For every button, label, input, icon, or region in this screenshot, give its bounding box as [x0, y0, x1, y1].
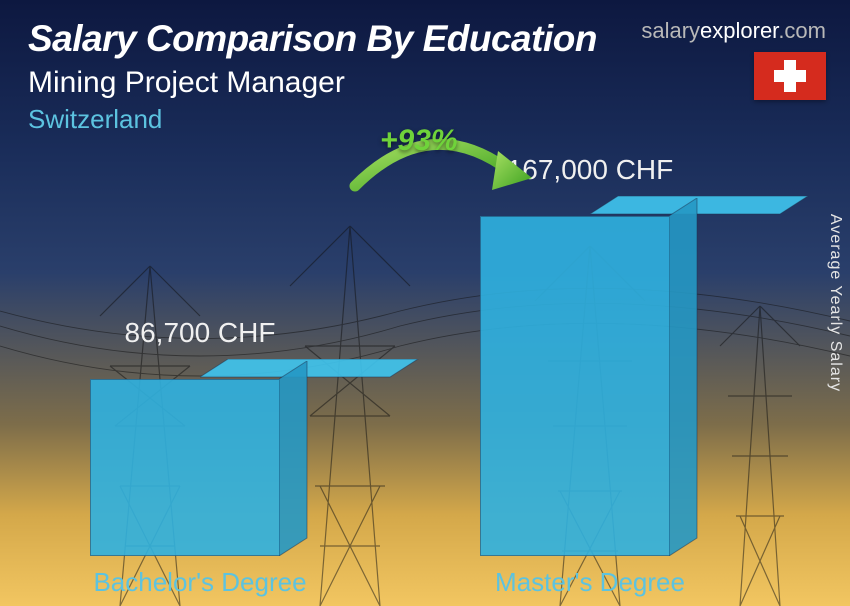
bar-side	[279, 361, 311, 556]
value-label-masters: 167,000 CHF	[460, 154, 720, 186]
bar-chart: 86,700 CHF Bachelor's Degree 167,000 CHF…	[60, 156, 790, 556]
branding: salaryexplorer.com	[641, 18, 826, 100]
category-label-masters: Master's Degree	[460, 567, 720, 598]
brand-suffix: .com	[778, 18, 826, 43]
value-label-bachelors: 86,700 CHF	[70, 317, 330, 349]
y-axis-label: Average Yearly Salary	[826, 214, 844, 392]
percent-increase-label: +93%	[380, 124, 458, 158]
bar-front	[480, 216, 670, 556]
brand-prefix: salary	[641, 18, 700, 43]
brand-text: salaryexplorer.com	[641, 18, 826, 44]
bar-side	[669, 198, 701, 556]
chart-canvas: Salary Comparison By Education Mining Pr…	[0, 0, 850, 606]
category-label-bachelors: Bachelor's Degree	[70, 567, 330, 598]
bar-front	[90, 379, 280, 556]
swiss-flag-icon	[754, 52, 826, 100]
brand-highlight: explorer	[700, 18, 778, 43]
